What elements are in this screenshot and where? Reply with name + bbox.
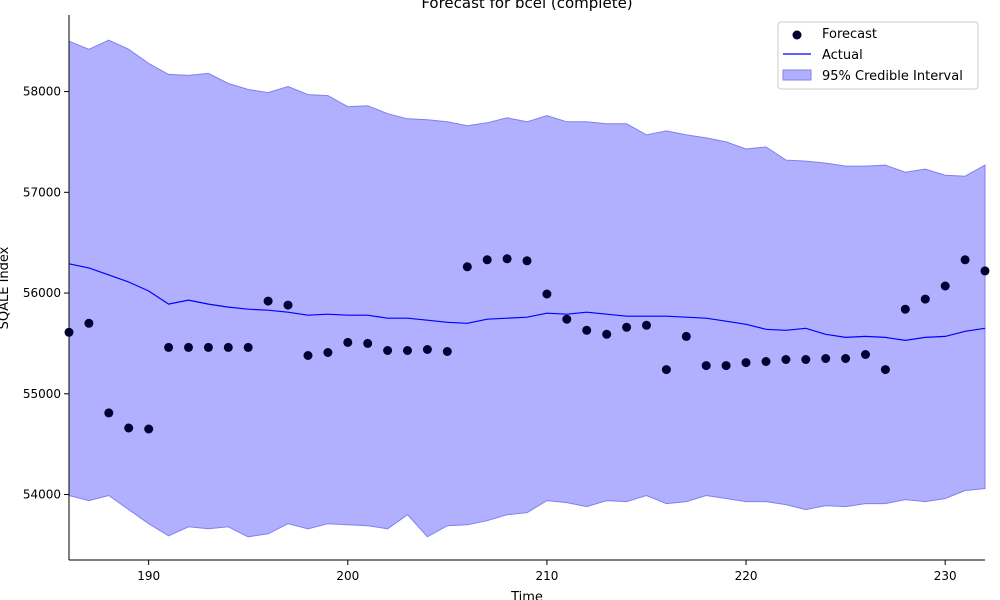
y-tick-label: 57000	[23, 185, 61, 199]
legend-frame	[777, 21, 979, 90]
forecast-point	[343, 337, 353, 347]
forecast-point	[582, 325, 592, 335]
forecast-point	[442, 347, 452, 356]
legend-forecast-label: Forecast	[822, 27, 877, 42]
forecast-point	[920, 294, 930, 304]
forecast-point	[502, 254, 512, 264]
credible-interval-band	[68, 39, 986, 538]
forecast-point	[701, 361, 711, 371]
forecast-point	[124, 423, 134, 433]
forecast-point	[542, 289, 552, 299]
x-tick-label: 230	[934, 569, 957, 583]
forecast-point	[462, 262, 472, 272]
forecast-point	[801, 355, 811, 364]
y-axis-label: SQALE Index	[0, 246, 12, 329]
forecast-point	[900, 304, 910, 314]
chart-title: Forecast for bcel (complete)	[421, 0, 632, 12]
forecast-point	[263, 296, 273, 306]
forecast-point	[940, 281, 950, 291]
legend-forecast-marker	[792, 30, 802, 40]
forecast-point	[84, 318, 94, 328]
forecast-point	[980, 266, 990, 276]
x-axis-ticks: 190 200 210 220 230	[137, 560, 957, 583]
x-tick-label: 220	[735, 569, 758, 583]
forecast-point	[203, 342, 213, 352]
forecast-point	[223, 342, 233, 352]
forecast-point	[482, 255, 492, 265]
forecast-point	[403, 346, 412, 355]
forecast-point	[880, 365, 890, 375]
forecast-point	[602, 329, 612, 339]
forecast-point	[164, 342, 174, 352]
forecast-points	[64, 254, 990, 434]
legend-interval-label: 95% Credible Interval	[822, 69, 963, 84]
forecast-point	[661, 365, 671, 375]
forecast-point	[960, 255, 970, 265]
forecast-point	[622, 322, 632, 332]
plot-area	[64, 39, 990, 538]
forecast-point	[841, 354, 851, 363]
x-tick-label: 200	[336, 569, 359, 583]
forecast-point	[243, 342, 253, 352]
y-tick-label: 56000	[23, 286, 61, 300]
forecast-point	[741, 358, 751, 368]
forecast-point	[323, 348, 333, 357]
forecast-point	[283, 300, 293, 310]
x-tick-label: 190	[137, 569, 160, 583]
forecast-point	[383, 346, 393, 355]
forecast-point	[861, 350, 870, 359]
legend-actual-label: Actual	[822, 48, 863, 63]
actual-line	[68, 263, 986, 342]
forecast-point	[821, 354, 831, 363]
x-tick-label: 210	[535, 569, 558, 583]
y-tick-label: 55000	[23, 387, 61, 401]
forecast-point	[303, 351, 313, 360]
forecast-point	[681, 331, 691, 341]
y-axis-ticks: 54000 55000 56000 57000 58000	[23, 85, 69, 502]
y-tick-label: 54000	[23, 488, 61, 502]
x-axis-label: Time	[510, 590, 543, 600]
forecast-point	[522, 256, 532, 266]
forecast-point	[761, 357, 771, 366]
legend: Forecast Actual 95% Credible Interval	[777, 21, 979, 90]
forecast-point	[422, 345, 432, 354]
legend-interval-swatch	[782, 69, 812, 81]
forecast-point	[642, 320, 651, 330]
forecast-point	[184, 342, 193, 352]
forecast-point	[781, 355, 791, 364]
forecast-point	[363, 338, 373, 348]
forecast-point	[104, 408, 114, 418]
forecast-point	[721, 361, 731, 371]
y-tick-label: 58000	[23, 85, 61, 99]
forecast-point	[562, 314, 572, 324]
forecast-point	[144, 424, 154, 434]
